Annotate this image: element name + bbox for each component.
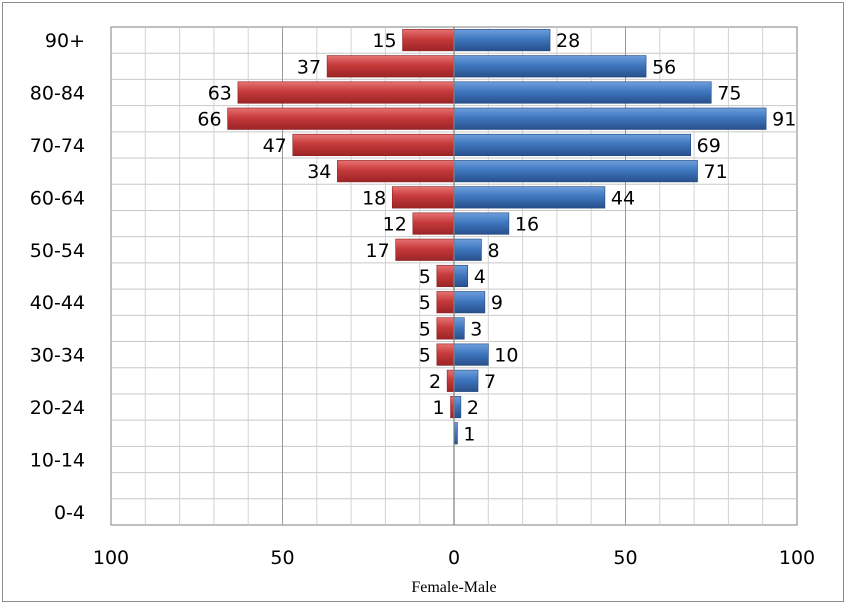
female-value-label: 37 bbox=[297, 56, 321, 78]
female-bar bbox=[292, 133, 455, 156]
male-value-label: 91 bbox=[772, 109, 796, 131]
female-value-label: 17 bbox=[366, 240, 390, 262]
male-value-label: 2 bbox=[467, 397, 479, 419]
male-bar bbox=[453, 343, 489, 366]
male-value-label: 1 bbox=[463, 423, 475, 445]
female-bar bbox=[237, 81, 455, 104]
female-value-label: 34 bbox=[307, 161, 331, 183]
male-bar bbox=[453, 369, 479, 392]
male-value-label: 44 bbox=[611, 187, 635, 209]
female-value-label: 5 bbox=[419, 318, 431, 340]
female-value-label: 47 bbox=[263, 135, 287, 157]
y-tick-label: 0-4 bbox=[54, 502, 85, 524]
x-axis-title: Female-Male bbox=[411, 579, 496, 596]
male-bar bbox=[453, 264, 469, 288]
male-bar bbox=[453, 107, 767, 130]
y-tick-label: 80-84 bbox=[30, 83, 85, 105]
male-value-label: 8 bbox=[487, 240, 499, 262]
y-tick-label: 70-74 bbox=[30, 135, 85, 157]
female-bar bbox=[436, 291, 455, 314]
male-bar bbox=[453, 291, 486, 314]
female-bar bbox=[446, 369, 455, 392]
male-value-label: 9 bbox=[491, 292, 503, 314]
female-value-label: 18 bbox=[362, 187, 386, 209]
female-bar bbox=[326, 55, 455, 78]
chart-frame: 1 1 2 2 7 5 10 5 3 5 9 5 4 17 8 12 16 18 44 34 71 47 69 66 91 63 7… bbox=[2, 2, 844, 602]
female-bar bbox=[436, 317, 455, 340]
female-bar bbox=[412, 212, 455, 235]
male-bar bbox=[453, 29, 551, 52]
male-bar bbox=[453, 55, 647, 78]
x-axis-tick-labels: 100 50 0 50 100 bbox=[93, 547, 815, 569]
y-tick-label: 60-64 bbox=[30, 187, 85, 209]
female-value-label: 12 bbox=[383, 214, 407, 236]
male-bar bbox=[453, 133, 691, 156]
x-tick-label: 100 bbox=[93, 547, 129, 569]
male-value-label: 10 bbox=[494, 345, 518, 367]
y-tick-label: 50-54 bbox=[30, 240, 85, 262]
male-value-label: 71 bbox=[704, 161, 728, 183]
female-value-label: 2 bbox=[429, 371, 441, 393]
male-bar bbox=[453, 396, 462, 419]
female-value-label: 63 bbox=[208, 83, 232, 105]
female-value-label: 5 bbox=[419, 345, 431, 367]
y-tick-label: 10-14 bbox=[30, 449, 85, 471]
female-value-label: 66 bbox=[197, 109, 221, 131]
female-bar bbox=[395, 238, 455, 261]
female-bar bbox=[402, 29, 455, 52]
male-bar bbox=[453, 81, 712, 104]
female-value-label: 1 bbox=[432, 397, 444, 419]
male-value-label: 16 bbox=[515, 214, 539, 236]
y-tick-label: 40-44 bbox=[30, 292, 85, 314]
female-value-label: 5 bbox=[419, 266, 431, 288]
y-tick-label: 90+ bbox=[45, 30, 85, 52]
y-axis-tick-labels: 0-4 10-14 20-24 30-34 40-44 50-54 60-64 70-74 80… bbox=[30, 30, 85, 524]
male-bar bbox=[453, 186, 606, 209]
female-bar bbox=[391, 186, 455, 209]
female-bar bbox=[337, 160, 455, 183]
y-tick-label: 30-34 bbox=[30, 345, 85, 367]
male-value-label: 75 bbox=[717, 83, 741, 105]
female-bar bbox=[436, 264, 455, 288]
male-bar bbox=[453, 317, 465, 340]
male-value-label: 4 bbox=[474, 266, 486, 288]
female-bar bbox=[436, 343, 455, 366]
male-value-label: 69 bbox=[697, 135, 721, 157]
x-tick-label: 50 bbox=[270, 547, 294, 569]
male-bar bbox=[453, 238, 482, 261]
male-bar bbox=[453, 160, 698, 183]
x-tick-label: 50 bbox=[613, 547, 637, 569]
bars bbox=[227, 29, 767, 445]
male-value-label: 3 bbox=[470, 318, 482, 340]
male-value-label: 7 bbox=[484, 371, 496, 393]
x-tick-label: 0 bbox=[448, 547, 460, 569]
male-bar bbox=[453, 212, 510, 235]
female-value-label: 5 bbox=[419, 292, 431, 314]
male-value-label: 28 bbox=[556, 30, 580, 52]
x-tick-label: 100 bbox=[779, 547, 815, 569]
female-bar bbox=[227, 107, 455, 130]
male-value-label: 56 bbox=[652, 56, 676, 78]
female-value-label: 15 bbox=[372, 30, 396, 52]
y-tick-label: 20-24 bbox=[30, 397, 85, 419]
